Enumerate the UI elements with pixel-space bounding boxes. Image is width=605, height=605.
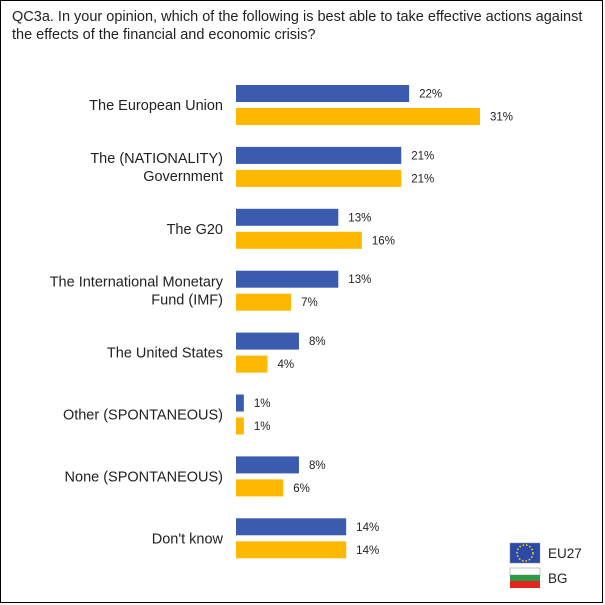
data-label: 22% (419, 89, 442, 101)
category-label: The G20 (167, 222, 223, 238)
bar-eu27 (236, 518, 347, 536)
data-label: 13% (348, 274, 371, 286)
bar-bg (236, 355, 268, 373)
bar-eu27 (236, 208, 339, 226)
category-label: The European Union (89, 98, 223, 114)
data-label: 21% (411, 173, 434, 185)
category-label: The International Monetary Fund (IMF) (50, 275, 224, 309)
data-label: 31% (490, 112, 513, 124)
data-label: 16% (372, 235, 395, 247)
data-label: 14% (356, 545, 379, 557)
bar-bg (236, 479, 284, 497)
bar-bg (236, 108, 480, 125)
legend-label: EU27 (548, 546, 582, 561)
bar-eu27 (236, 146, 402, 164)
data-label: 21% (411, 150, 434, 162)
data-label: 4% (277, 359, 294, 371)
bar-bg (236, 541, 347, 559)
bar-bg (236, 417, 244, 435)
data-label: 7% (301, 297, 318, 309)
bar-eu27 (236, 394, 244, 412)
data-label: 1% (254, 398, 271, 410)
bar-eu27 (236, 270, 339, 288)
data-label: 8% (309, 460, 326, 472)
category-label: The (NATIONALITY) Government (90, 151, 223, 185)
bg-flag-green-stripe (510, 575, 540, 581)
bar-bg (236, 293, 292, 311)
eu-flag-icon (509, 542, 541, 564)
bar-bg (236, 169, 402, 187)
data-label: 14% (356, 522, 379, 534)
bar-eu27 (236, 456, 299, 474)
data-label: 1% (254, 421, 271, 433)
bar-eu27 (236, 332, 299, 350)
category-label: None (SPONTANEOUS) (65, 469, 223, 485)
data-label: 8% (309, 336, 326, 348)
legend-label: BG (548, 571, 568, 586)
bg-flag-red-stripe (510, 581, 540, 588)
bg-flag-white-stripe (509, 567, 541, 576)
chart-title: QC3a. In your opinion, which of the foll… (12, 9, 583, 43)
bar-eu27 (236, 85, 410, 102)
data-label: 6% (293, 483, 310, 495)
bar-bg (236, 231, 362, 249)
category-label: Don't know (152, 531, 224, 547)
eu-flag-stars (516, 544, 534, 562)
category-label: The United States (107, 346, 223, 362)
category-label: Other (SPONTANEOUS) (63, 408, 223, 424)
data-label: 13% (348, 212, 371, 224)
